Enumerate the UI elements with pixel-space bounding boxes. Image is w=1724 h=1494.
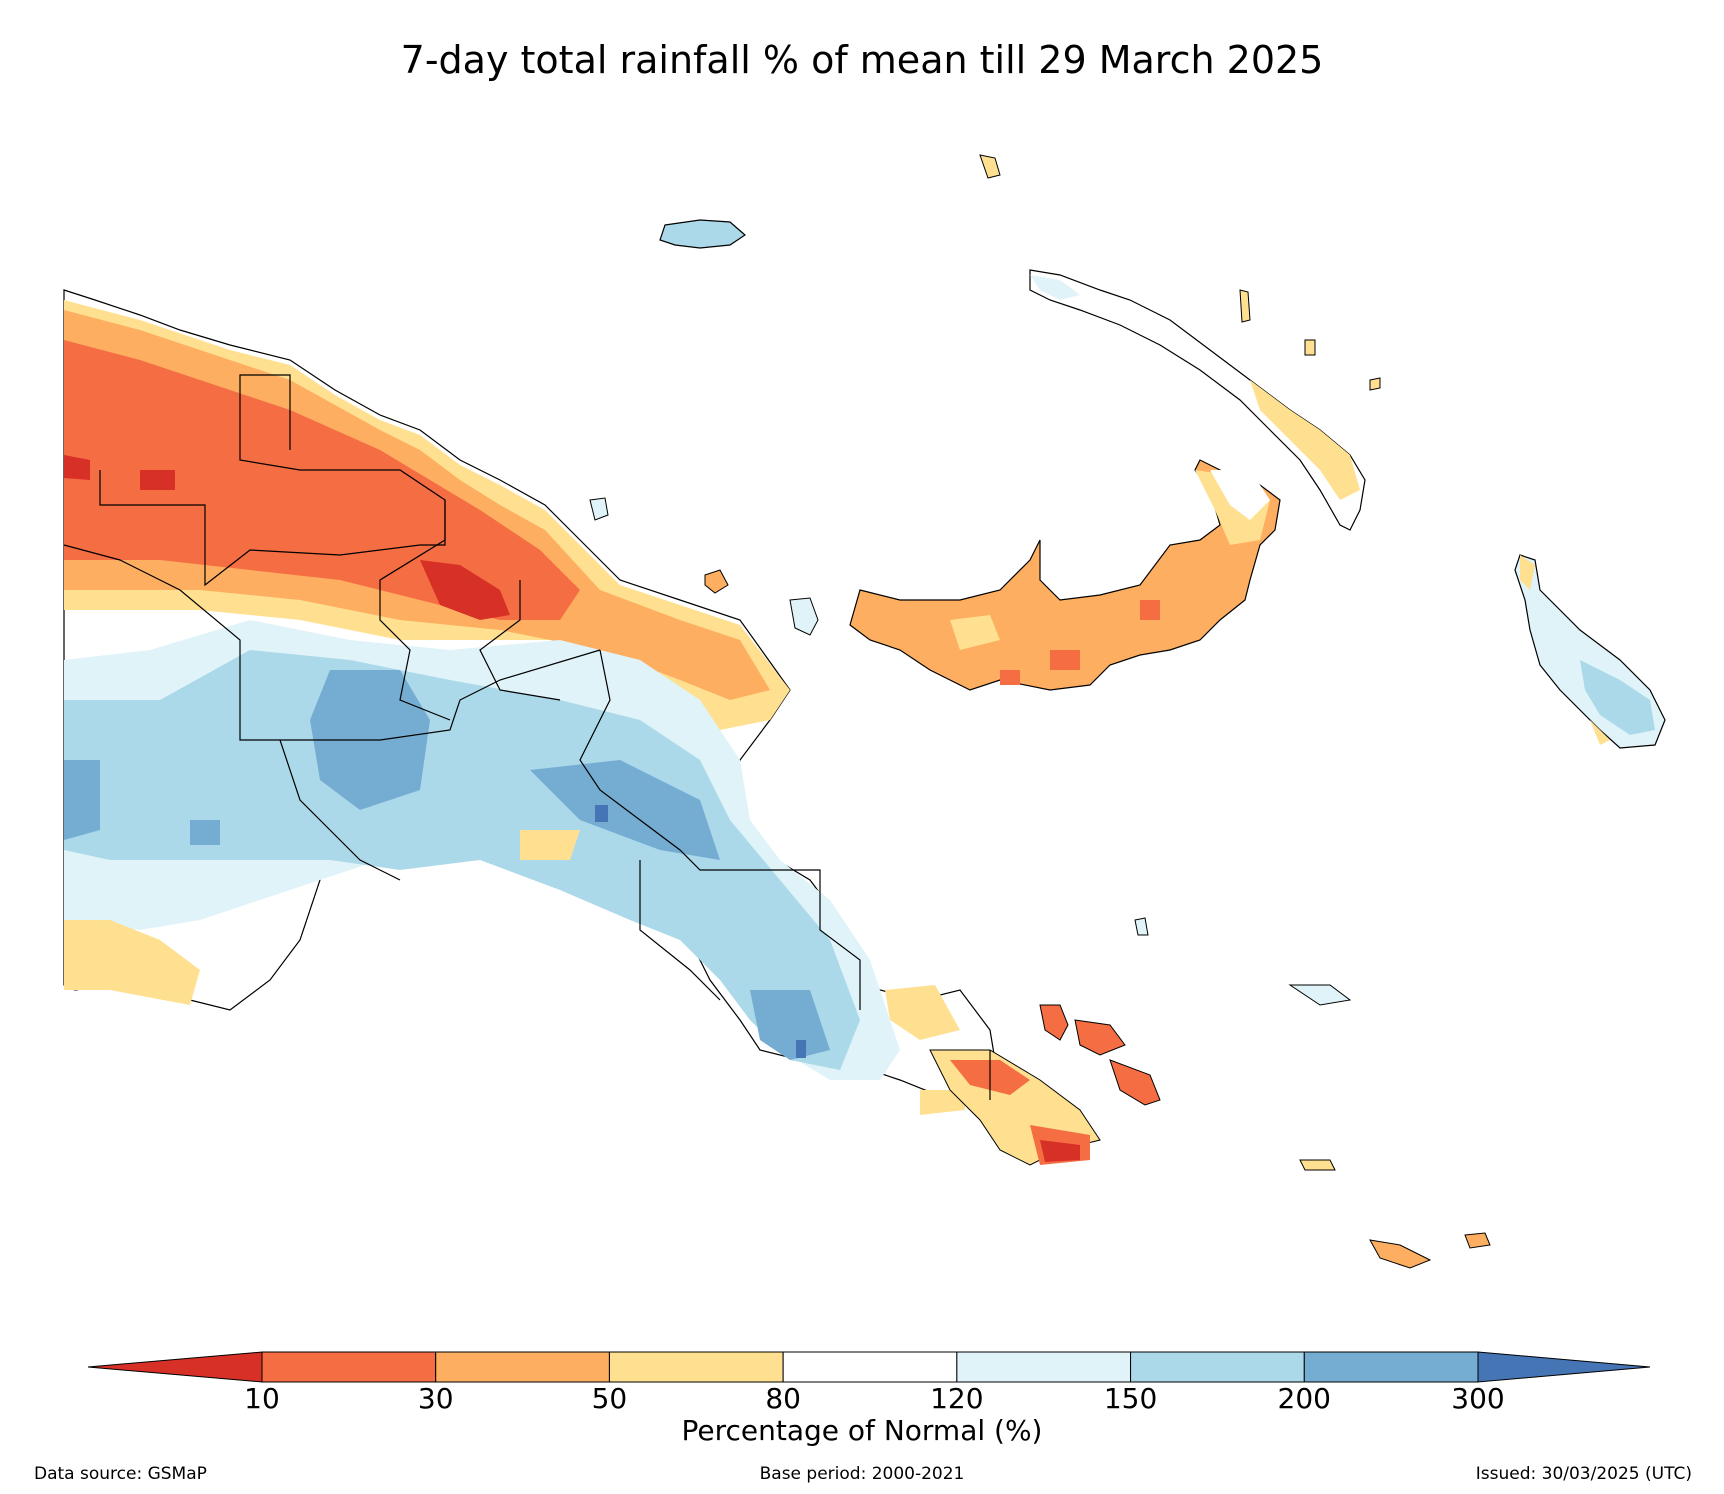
province-borders (63, 374, 991, 1100)
colorbar-tick-label: 120 (930, 1382, 984, 1415)
north-band-darkred (64, 455, 510, 620)
bougainville-yellow (1520, 555, 1610, 745)
colorbar-tick-label: 200 (1277, 1382, 1332, 1415)
new-britain-red (1000, 600, 1160, 685)
colorbar-extend-high (1477, 1351, 1651, 1383)
new-ireland-blue (1030, 275, 1080, 300)
colorbar-tick-label: 80 (765, 1382, 801, 1415)
issued-date-text: Issued: 30/03/2025 (UTC) (1475, 1464, 1692, 1484)
d-entrecasteaux-2 (1074, 1019, 1126, 1056)
long-island (789, 597, 819, 636)
bougainville-blue (1580, 660, 1655, 735)
new-britain-white (1210, 470, 1270, 520)
d-entrecasteaux-3 (1109, 1059, 1161, 1106)
karkar-island (589, 497, 609, 521)
colorbar-label: Percentage of Normal (%) (681, 1414, 1043, 1447)
colorbar-tick-label: 30 (417, 1382, 454, 1415)
trobriand-islands (1134, 917, 1352, 1006)
sudest-island (1464, 1232, 1491, 1249)
woodlark-island (1299, 1159, 1336, 1171)
mussau-island (979, 154, 1001, 179)
se-tail-darkred (1040, 1140, 1080, 1162)
d-entrecasteaux-1 (1039, 1004, 1069, 1041)
base-period-text: Base period: 2000-2021 (759, 1464, 965, 1484)
map-title: 7-day total rainfall % of mean till 29 M… (400, 38, 1324, 82)
colorbar-bin (435, 1351, 610, 1383)
colorbar-bin (956, 1351, 1132, 1383)
manus (659, 219, 746, 249)
colorbar-tick-label: 150 (1103, 1382, 1158, 1415)
colorbar-bin (608, 1351, 784, 1383)
colorbar-bin (1130, 1351, 1305, 1383)
rossel-island (1369, 1239, 1432, 1269)
colorbar-tick-label: 50 (591, 1382, 628, 1415)
umboi-island (704, 569, 729, 594)
data-source-text: Data source: GSMaP (34, 1464, 207, 1484)
tabar-island (1239, 289, 1251, 323)
interior-blue-mid (64, 650, 860, 1070)
north-band-red (64, 340, 580, 620)
se-tail-red (950, 1060, 1090, 1165)
colorbar-bin (261, 1351, 437, 1383)
feni-island (1369, 377, 1381, 391)
colorbar-bin (782, 1351, 958, 1383)
colorbar-tick-label: 300 (1451, 1382, 1505, 1415)
colorbar-tick-label: 10 (244, 1382, 280, 1415)
lihir-island (1304, 339, 1316, 356)
colorbar-extend-low (87, 1351, 263, 1383)
colorbar-bin (1303, 1351, 1479, 1383)
new-ireland-yellow (1250, 380, 1360, 500)
